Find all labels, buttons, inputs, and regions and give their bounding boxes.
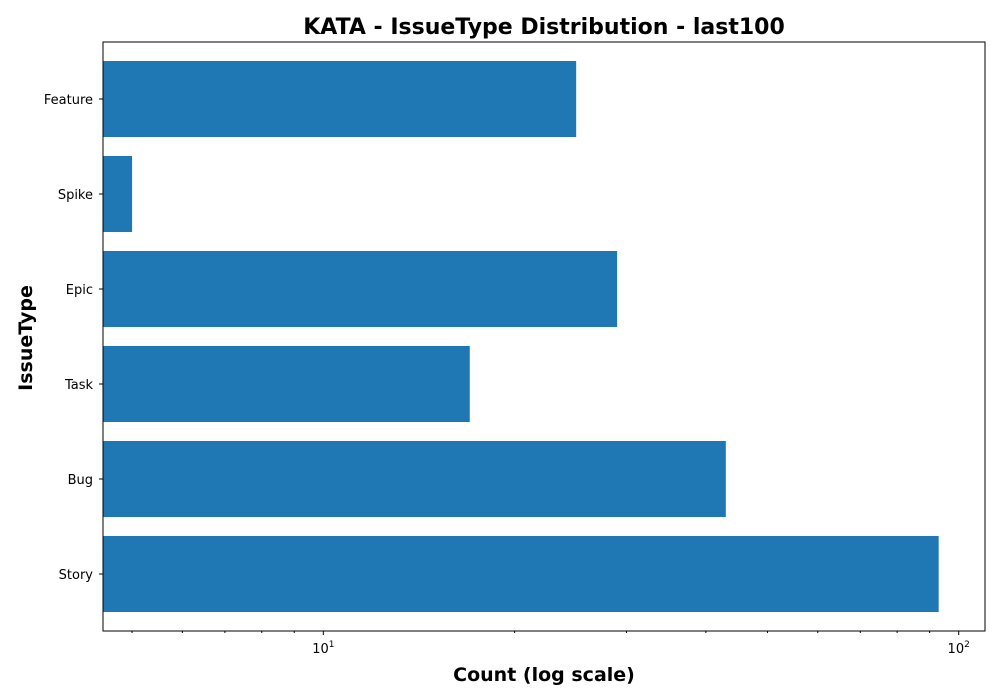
x-axis-ticks: 101 102 [131, 631, 970, 657]
x-axis-label: Count (log scale) [453, 664, 635, 686]
y-axis-ticks: Story Bug Task Epic Spike Feature [44, 93, 103, 583]
y-tick-label-epic: Epic [66, 283, 93, 298]
bar-feature [103, 61, 577, 137]
y-tick-label-story: Story [59, 568, 94, 583]
y-tick-label-feature: Feature [44, 93, 93, 108]
bar-bug [103, 441, 726, 517]
y-tick-label-bug: Bug [68, 473, 93, 488]
y-axis-label: IssueType [15, 285, 37, 391]
y-tick-label-spike: Spike [58, 188, 93, 203]
plot-frame [102, 41, 986, 632]
bars-group [103, 61, 939, 612]
bar-epic [103, 251, 618, 327]
x-tick-label: 102 [948, 640, 970, 657]
bar-story [103, 536, 939, 612]
x-tick-label: 101 [312, 640, 334, 657]
bar-spike [103, 156, 133, 232]
y-tick-label-task: Task [64, 378, 94, 393]
bar-task [103, 346, 470, 422]
chart-title: KATA - IssueType Distribution - last100 [303, 15, 785, 40]
